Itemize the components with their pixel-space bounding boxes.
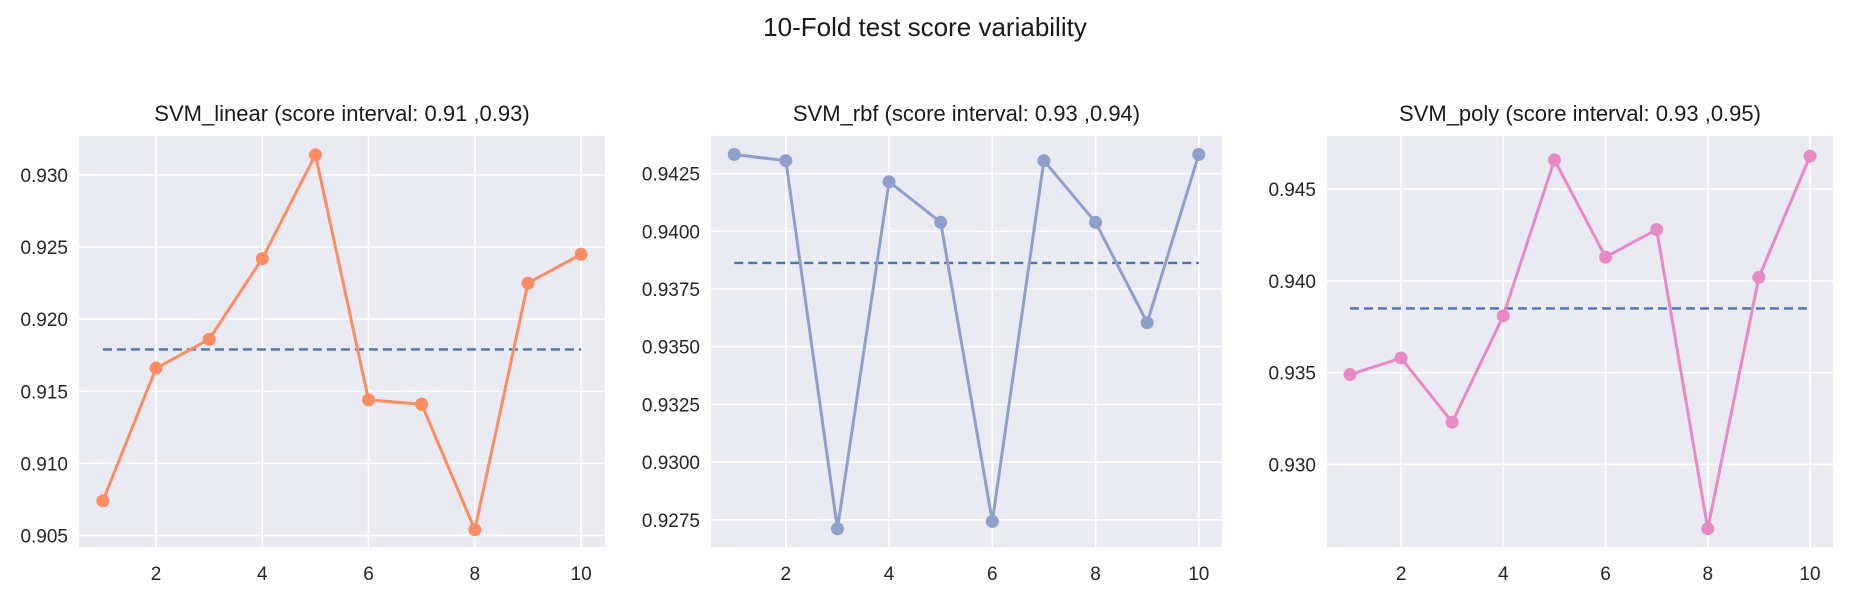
y-tick-label: 0.940 bbox=[1268, 272, 1316, 293]
data-point bbox=[415, 397, 429, 411]
data-point bbox=[830, 522, 844, 536]
y-tick-label: 0.9300 bbox=[642, 453, 700, 474]
x-tick-label: 8 bbox=[470, 564, 481, 585]
data-points bbox=[1343, 149, 1817, 536]
y-tick-label: 0.9275 bbox=[642, 511, 700, 532]
x-tick-label: 4 bbox=[1498, 564, 1509, 585]
data-point bbox=[1701, 522, 1715, 536]
x-tick-label: 10 bbox=[571, 564, 592, 585]
y-tick-label: 0.9325 bbox=[642, 395, 700, 416]
data-point bbox=[1752, 270, 1766, 284]
data-points bbox=[96, 148, 588, 537]
x-tick-label: 4 bbox=[257, 564, 268, 585]
x-tick-label: 10 bbox=[1188, 564, 1209, 585]
y-tick-label: 0.910 bbox=[20, 454, 68, 475]
data-point bbox=[362, 393, 376, 407]
y-tick-label: 0.915 bbox=[20, 382, 68, 403]
x-tick-label: 2 bbox=[1396, 564, 1407, 585]
data-point bbox=[985, 514, 999, 528]
grid bbox=[1327, 136, 1833, 547]
panel-title: SVM_poly (score interval: 0.93 ,0.95) bbox=[1399, 101, 1761, 126]
panel-title: SVM_rbf (score interval: 0.93 ,0.94) bbox=[793, 101, 1140, 126]
data-point bbox=[149, 361, 163, 375]
y-axis-ticks: 0.930 0.935 0.940 0.945 bbox=[1268, 180, 1316, 476]
data-point bbox=[574, 247, 588, 261]
y-tick-label: 0.9425 bbox=[642, 165, 700, 186]
y-tick-label: 0.930 bbox=[20, 166, 68, 187]
data-point bbox=[468, 523, 482, 537]
y-tick-label: 0.905 bbox=[20, 526, 68, 547]
data-point bbox=[934, 215, 948, 229]
panel-title: SVM_linear (score interval: 0.91 ,0.93) bbox=[154, 101, 529, 126]
series-line bbox=[732, 152, 1201, 531]
y-tick-label: 0.945 bbox=[1268, 180, 1316, 201]
panel-svm-rbf: SVM_rbf (score interval: 0.93 ,0.94) 0.9… bbox=[642, 101, 1222, 585]
panel-svm-linear: SVM_linear (score interval: 0.91 ,0.93) … bbox=[20, 101, 605, 585]
x-axis-ticks: 2 4 6 8 10 bbox=[151, 564, 592, 585]
y-tick-label: 0.935 bbox=[1268, 364, 1316, 385]
data-point bbox=[882, 175, 896, 189]
data-point bbox=[1599, 250, 1613, 264]
data-point bbox=[1192, 147, 1206, 161]
grid bbox=[79, 136, 605, 547]
y-tick-label: 0.9400 bbox=[642, 222, 700, 243]
data-points bbox=[727, 147, 1206, 536]
data-point bbox=[1089, 215, 1103, 229]
y-tick-label: 0.925 bbox=[20, 238, 68, 259]
plot-area bbox=[1327, 136, 1833, 547]
x-tick-label: 2 bbox=[151, 564, 162, 585]
x-tick-label: 2 bbox=[781, 564, 792, 585]
plot-area bbox=[79, 136, 605, 547]
data-point bbox=[255, 252, 269, 266]
x-tick-label: 4 bbox=[884, 564, 895, 585]
data-point bbox=[1803, 149, 1817, 163]
x-tick-label: 8 bbox=[1090, 564, 1101, 585]
data-point bbox=[779, 154, 793, 168]
panel-svm-poly: SVM_poly (score interval: 0.93 ,0.95) 0.… bbox=[1268, 101, 1833, 585]
data-point bbox=[1547, 153, 1561, 167]
y-axis-ticks: 0.905 0.910 0.915 0.920 0.925 0.930 bbox=[20, 166, 68, 548]
data-point bbox=[1445, 415, 1459, 429]
x-axis-ticks: 2 4 6 8 10 bbox=[781, 564, 1210, 585]
x-axis-ticks: 2 4 6 8 10 bbox=[1396, 564, 1821, 585]
x-tick-label: 8 bbox=[1702, 564, 1713, 585]
x-tick-label: 6 bbox=[987, 564, 998, 585]
x-tick-label: 10 bbox=[1799, 564, 1820, 585]
data-point bbox=[521, 276, 535, 290]
data-point bbox=[727, 147, 741, 161]
x-tick-label: 6 bbox=[1600, 564, 1611, 585]
plot-area bbox=[711, 136, 1222, 547]
y-tick-label: 0.9375 bbox=[642, 280, 700, 301]
y-tick-label: 0.9350 bbox=[642, 338, 700, 359]
y-axis-ticks: 0.9275 0.9300 0.9325 0.9350 0.9375 0.9400 0.94… bbox=[642, 165, 700, 532]
x-tick-label: 6 bbox=[363, 564, 374, 585]
data-point bbox=[1343, 368, 1357, 382]
data-point bbox=[1140, 316, 1154, 330]
data-point bbox=[1394, 351, 1408, 365]
series-line bbox=[101, 153, 583, 532]
data-point bbox=[96, 494, 110, 508]
data-point bbox=[1650, 223, 1664, 237]
y-tick-label: 0.930 bbox=[1268, 455, 1316, 476]
data-point bbox=[1037, 154, 1051, 168]
data-point bbox=[308, 148, 322, 162]
y-tick-label: 0.920 bbox=[20, 310, 68, 331]
series-line bbox=[1348, 154, 1812, 531]
data-point bbox=[202, 332, 216, 346]
figure-title: 10-Fold test score variability bbox=[763, 12, 1087, 42]
data-point bbox=[1496, 309, 1510, 323]
